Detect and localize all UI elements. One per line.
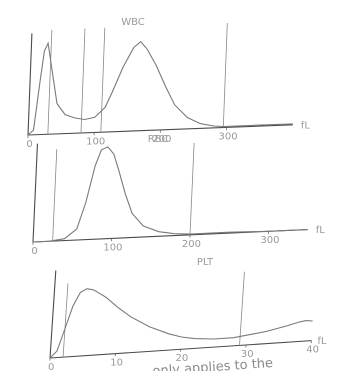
rbc-title: RBC: [148, 134, 169, 145]
wbc-discriminator-line: [100, 27, 106, 133]
plt-tick-label: 20: [176, 353, 189, 364]
wbc-curve: [27, 40, 293, 136]
plt-y-axis: [49, 270, 57, 359]
wbc-tick-label: 100: [86, 136, 105, 147]
rbc-tick-label: 0: [31, 246, 37, 257]
rbc-unit-label: fL: [316, 225, 326, 236]
plt-tick-label: 0: [48, 362, 54, 371]
plt-title: PLT: [197, 257, 214, 268]
footer-text: ...only applies to the: [140, 356, 274, 371]
rbc-discriminator-line: [52, 149, 58, 242]
plt-discriminator-line: [239, 271, 245, 346]
wbc-discriminator-line: [47, 29, 53, 135]
plt-unit-label: fL: [317, 336, 327, 347]
wbc-discriminator-line: [80, 28, 86, 133]
wbc-tick-label: 300: [219, 131, 238, 142]
rbc-discriminator-line: [189, 142, 195, 235]
rbc-tick-label: 100: [103, 242, 122, 253]
wbc-unit-label: fL: [301, 121, 311, 132]
wbc-y-axis: [27, 33, 33, 136]
plt-tick-label: 30: [241, 349, 254, 360]
wbc-tick-label: 200: [152, 134, 171, 145]
plt-curve: [49, 288, 313, 359]
wbc-tick-label: 0: [26, 139, 32, 150]
plt-discriminator-line: [62, 283, 69, 358]
plt-tick-label: 40: [306, 345, 319, 356]
rbc-y-axis: [32, 143, 39, 243]
rbc-curve: [32, 146, 308, 243]
plt-tick-label: 10: [110, 358, 123, 369]
wbc-title: WBC: [121, 17, 145, 28]
wbc-discriminator-line: [222, 23, 228, 128]
rbc-tick-label: 200: [182, 239, 201, 250]
rbc-tick-label: 300: [260, 235, 279, 246]
